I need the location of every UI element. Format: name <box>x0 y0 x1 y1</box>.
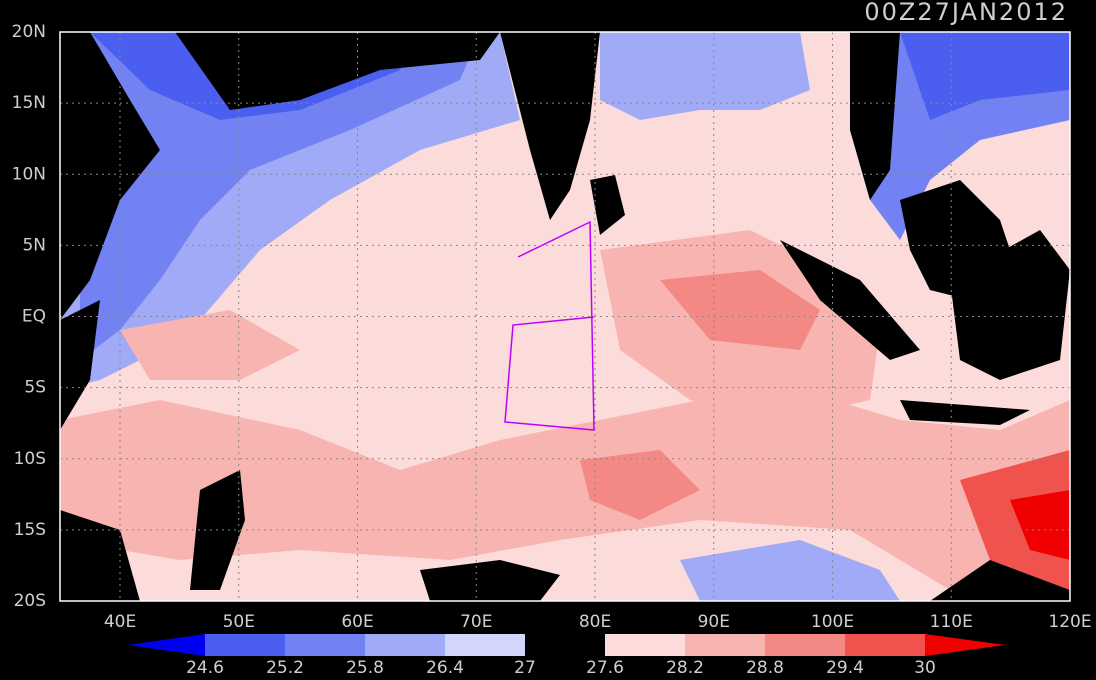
colorbar-label: 24.6 <box>186 658 224 678</box>
colorbar-label: 26.4 <box>426 658 464 678</box>
map-title: 00Z27JAN2012 <box>864 0 1068 26</box>
colorbar-box <box>205 634 285 656</box>
warm-water <box>660 270 820 350</box>
cool-water <box>600 32 810 120</box>
colorbar-box <box>765 634 845 656</box>
lat-label: 15S <box>14 520 46 540</box>
arabia <box>175 32 500 110</box>
colorbar-box <box>445 634 525 656</box>
lat-label: 5N <box>22 235 46 255</box>
indochina <box>800 32 900 200</box>
lat-label: 20N <box>12 22 46 42</box>
lat-label: 5S <box>24 378 46 398</box>
lon-label: 120E <box>1048 612 1091 632</box>
lat-label: 15N <box>12 93 46 113</box>
lat-label: 20S <box>14 591 46 611</box>
warm-water <box>1010 490 1070 560</box>
colorbar-label: 27.6 <box>586 658 624 678</box>
colorbar-box <box>365 634 445 656</box>
warm-water <box>960 450 1070 590</box>
lon-label: 80E <box>579 612 611 632</box>
sumatra <box>780 240 920 360</box>
cool-water <box>80 32 480 360</box>
lon-label: 70E <box>460 612 492 632</box>
warm-water <box>580 450 700 520</box>
map-frame <box>59 31 1071 602</box>
cool-water <box>900 32 1070 120</box>
cool-water <box>680 540 900 601</box>
colorbar-label: 25.2 <box>266 658 304 678</box>
land <box>60 32 1070 601</box>
colorbar-arrow <box>925 634 1005 656</box>
borneo <box>950 230 1070 380</box>
warm-water <box>60 390 1070 590</box>
africa <box>60 32 160 320</box>
lon-label: 40E <box>104 612 136 632</box>
colorbar-label: 25.8 <box>346 658 384 678</box>
colorbar-label: 29.4 <box>826 658 864 678</box>
colorbar-label: 28.8 <box>746 658 784 678</box>
colorbar-label: 27 <box>514 658 536 678</box>
lat-label: 10S <box>14 449 46 469</box>
sri-lanka <box>590 175 625 235</box>
lon-label: 100E <box>811 612 854 632</box>
box-outline <box>504 220 595 431</box>
colorbar-arrow <box>128 634 205 656</box>
lon-label: 110E <box>930 612 973 632</box>
colorbar: 24.6 25.2 25.8 26.4 27 27.6 28.2 28.8 29.4 30 <box>128 634 1005 678</box>
colorbar-box <box>525 634 605 656</box>
lon-label: 50E <box>223 612 255 632</box>
colorbar-box <box>845 634 925 656</box>
java <box>900 400 1030 425</box>
colorbar-box <box>285 634 365 656</box>
land <box>420 560 560 601</box>
colorbar-label: 28.2 <box>666 658 704 678</box>
africa <box>60 300 100 430</box>
lon-label: 60E <box>341 612 373 632</box>
india <box>500 32 600 220</box>
lat-label: EQ <box>22 307 46 327</box>
analysis-box <box>504 220 595 431</box>
lon-label: 90E <box>698 612 730 632</box>
warm-water <box>120 310 300 380</box>
colorbar-box <box>685 634 765 656</box>
lat-label: 10N <box>12 164 46 184</box>
colorbar-box <box>605 634 685 656</box>
colorbar-label: 30 <box>914 658 936 678</box>
australia <box>930 560 1070 601</box>
grid <box>60 32 1070 601</box>
axis-labels: 20N 15N 10N 5N EQ 5S 10S 15S 20S 40E 50E 60E 70E 80E 9… <box>12 22 1092 632</box>
